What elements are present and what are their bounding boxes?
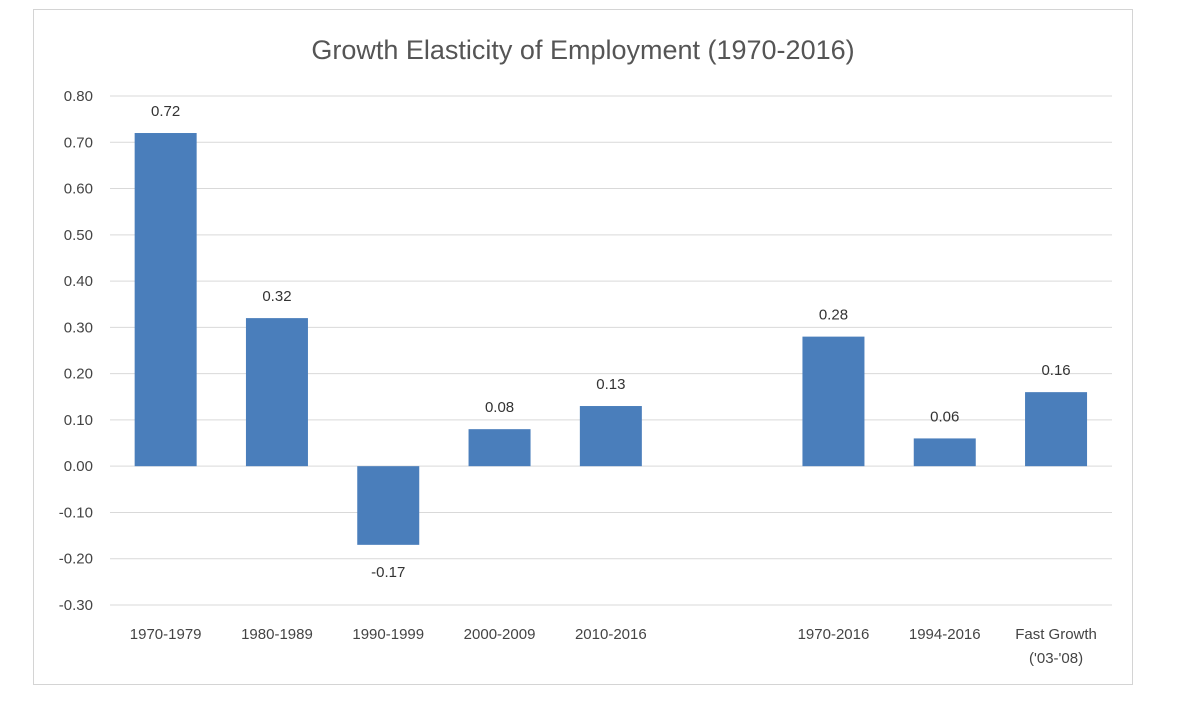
bar (913, 438, 976, 467)
data-labels: 0.72 0.32 -0.17 0.08 0.13 0.28 0.06 0.16 (151, 103, 1071, 581)
y-tick-label: 0.30 (64, 319, 93, 336)
x-category-label: 1970-2016 (798, 626, 870, 643)
x-category-label: 2000-2009 (464, 626, 536, 643)
y-tick-label: 0.40 (64, 273, 93, 290)
x-category-label: 1994-2016 (909, 626, 981, 643)
x-category-label: 1980-1989 (241, 626, 313, 643)
data-label: 0.08 (485, 399, 514, 416)
x-category-label: Fast Growth (1015, 626, 1097, 643)
bar (579, 406, 642, 467)
data-label: 0.16 (1041, 362, 1070, 379)
bar (357, 466, 420, 545)
data-label: 0.13 (596, 376, 625, 393)
y-tick-label: -0.30 (59, 597, 93, 614)
y-tick-label: -0.10 (59, 504, 93, 521)
chart-frame (33, 9, 1133, 685)
x-category-label: 1970-1979 (130, 626, 202, 643)
y-tick-label: 0.70 (64, 134, 93, 151)
bar (134, 133, 197, 467)
y-tick-label: 0.10 (64, 412, 93, 429)
y-tick-label: 0.60 (64, 181, 93, 198)
data-label: 0.06 (930, 408, 959, 425)
y-tick-label: 0.00 (64, 458, 93, 475)
data-label: -0.17 (371, 564, 405, 581)
data-label: 0.28 (819, 307, 848, 324)
data-label: 0.72 (151, 103, 180, 120)
bars (134, 133, 1088, 545)
bar (802, 336, 865, 467)
bar (468, 429, 531, 467)
y-tick-label: 0.80 (64, 88, 93, 105)
bar (1025, 392, 1088, 467)
x-category-label: ('03-'08) (1029, 650, 1083, 667)
x-axis-category-labels: 1970-1979 1980-1989 1990-1999 2000-2009 2010… (130, 626, 1097, 667)
x-category-label: 2010-2016 (575, 626, 647, 643)
chart-title: Growth Elasticity of Employment (1970-20… (311, 35, 854, 65)
y-axis-tick-labels: 0.80 0.70 0.60 0.50 0.40 0.30 0.20 0.10 0.00 -0.1… (59, 88, 93, 614)
y-tick-label: 0.50 (64, 227, 93, 244)
y-tick-label: 0.20 (64, 366, 93, 383)
x-category-label: 1990-1999 (352, 626, 424, 643)
data-label: 0.32 (262, 288, 291, 305)
y-tick-label: -0.20 (59, 551, 93, 568)
bar (245, 318, 308, 467)
